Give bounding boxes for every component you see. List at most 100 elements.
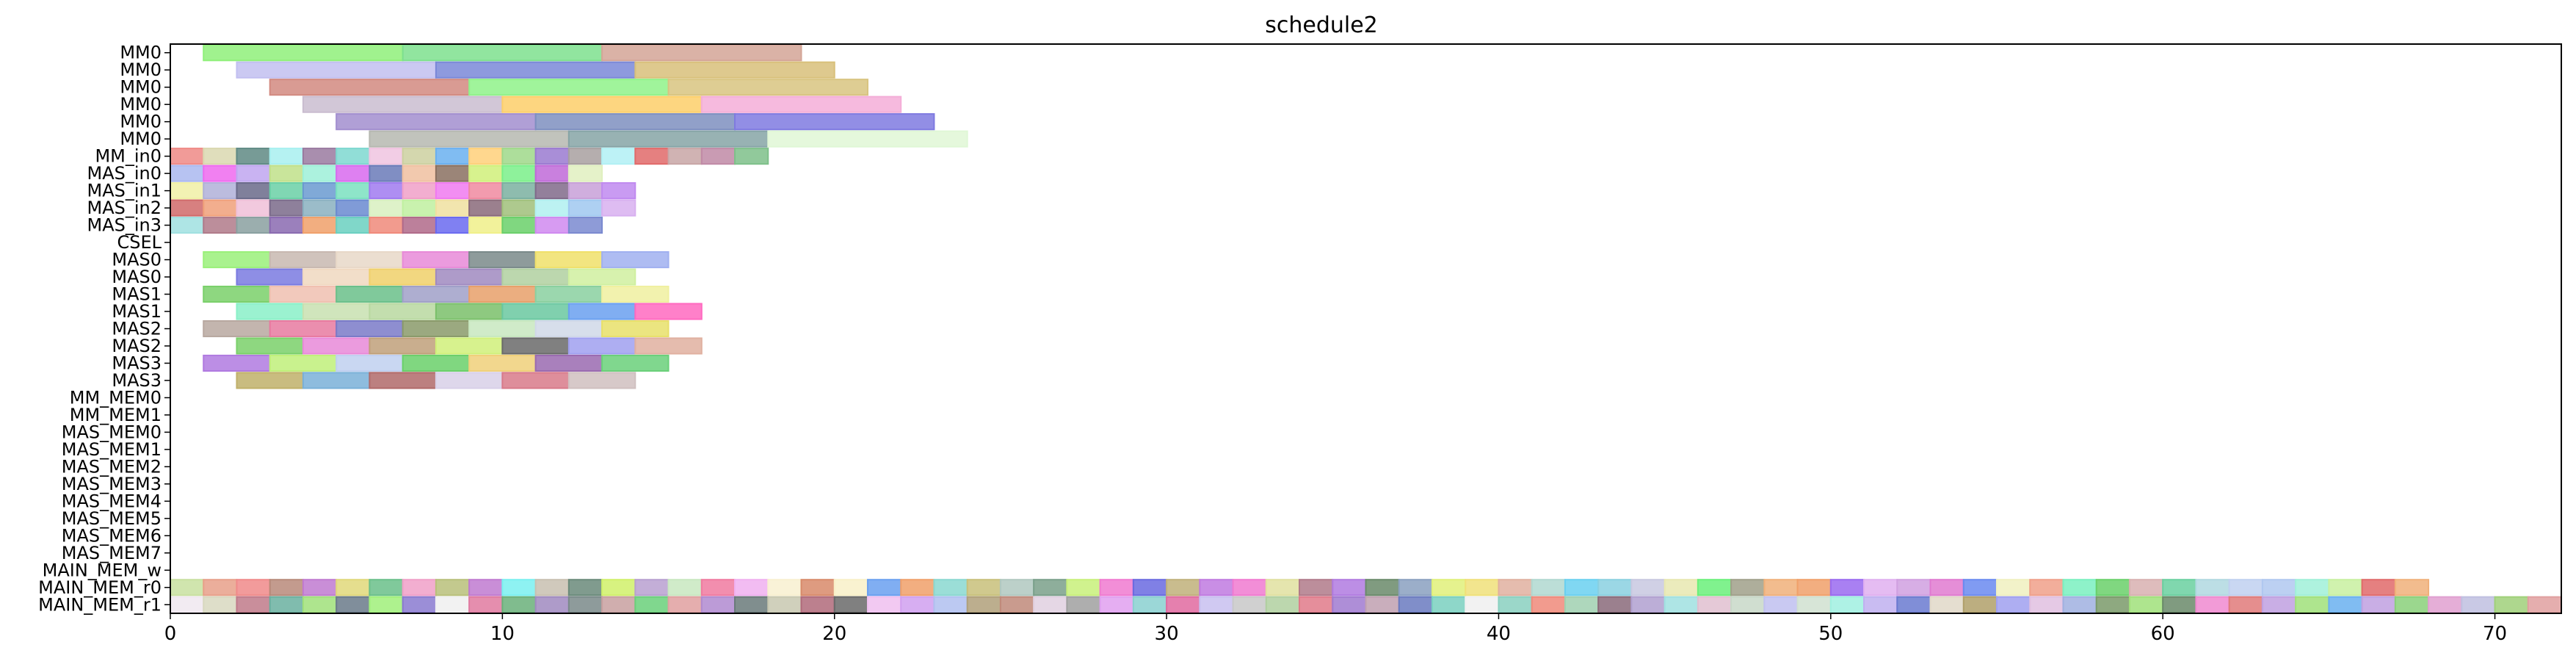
task-bar — [567, 217, 603, 234]
memory-slot-bar — [966, 579, 1001, 596]
task-bar — [601, 44, 802, 62]
task-bar — [567, 182, 603, 200]
memory-slot-bar — [1630, 596, 1666, 613]
x-tick-label: 60 — [2151, 623, 2175, 645]
memory-slot-bar — [369, 596, 404, 613]
memory-slot-bar — [1199, 596, 1234, 613]
task-bar — [236, 148, 271, 165]
task-bar — [601, 354, 670, 372]
task-bar — [501, 165, 537, 182]
task-bar — [468, 79, 670, 96]
row-label: MAS2 — [112, 319, 162, 339]
memory-slot-bar — [1697, 579, 1733, 596]
memory-slot-bar — [2361, 596, 2396, 613]
memory-slot-bar — [1199, 579, 1234, 596]
memory-slot-bar — [1431, 579, 1467, 596]
task-bar — [269, 182, 304, 200]
memory-slot-bar — [2062, 579, 2097, 596]
task-bar — [468, 320, 537, 338]
task-bar — [700, 95, 902, 113]
memory-slot-bar — [667, 596, 703, 613]
memory-slot-bar — [700, 596, 736, 613]
task-bar — [402, 250, 471, 269]
task-bar — [435, 268, 504, 286]
memory-slot-bar — [1132, 579, 1168, 596]
task-bar — [402, 320, 471, 338]
task-bar — [734, 113, 935, 131]
task-bar — [203, 148, 238, 165]
memory-slot-bar — [1066, 579, 1101, 596]
memory-slot-bar — [734, 579, 769, 596]
task-bar — [601, 182, 636, 200]
memory-slot-bar — [402, 579, 437, 596]
memory-slot-bar — [1498, 579, 1533, 596]
row-label: MAS1 — [112, 284, 162, 305]
task-bar — [269, 199, 304, 217]
task-bar — [269, 320, 338, 338]
memory-slot-bar — [269, 596, 304, 613]
memory-slot-bar — [2494, 596, 2529, 613]
task-bar — [335, 250, 404, 269]
task-bar — [203, 354, 271, 372]
row-label: MAIN_MEM_r0 — [38, 577, 162, 598]
memory-slot-bar — [1763, 596, 1799, 613]
task-bar — [534, 320, 603, 338]
memory-slot-bar — [1962, 596, 1998, 613]
memory-slot-bar — [2295, 596, 2330, 613]
task-bar — [369, 217, 404, 234]
task-bar — [302, 165, 338, 182]
memory-slot-bar — [435, 579, 471, 596]
memory-slot-bar — [1066, 596, 1101, 613]
task-bar — [170, 217, 205, 234]
memory-slot-bar — [1265, 596, 1301, 613]
task-bar — [501, 182, 537, 200]
memory-slot-bar — [468, 579, 504, 596]
memory-slot-bar — [1896, 596, 1931, 613]
task-bar — [269, 148, 304, 165]
task-bar — [203, 217, 238, 234]
task-bar — [302, 199, 338, 217]
task-bar — [369, 303, 437, 320]
memory-slot-bar — [302, 579, 338, 596]
row-label: MAIN_MEM_w — [43, 560, 162, 580]
row-label: MM0 — [120, 112, 162, 132]
memory-slot-bar — [1099, 596, 1134, 613]
task-bar — [667, 148, 703, 165]
task-bar — [236, 268, 304, 286]
memory-slot-bar — [1132, 596, 1168, 613]
task-bar — [236, 303, 304, 320]
memory-slot-bar — [2095, 579, 2130, 596]
memory-slot-bar — [170, 596, 205, 613]
row-label: CSEL — [117, 232, 162, 253]
task-bar — [601, 199, 636, 217]
memory-slot-bar — [933, 579, 968, 596]
task-bar — [435, 61, 636, 79]
x-tick-label: 40 — [1487, 623, 1511, 645]
task-bar — [369, 268, 437, 286]
memory-slot-bar — [1531, 579, 1566, 596]
memory-slot-bar — [2095, 596, 2130, 613]
memory-slot-bar — [1033, 596, 1068, 613]
memory-slot-bar — [601, 596, 636, 613]
task-bar — [335, 165, 371, 182]
task-bar — [335, 354, 404, 372]
memory-slot-bar — [1796, 596, 1832, 613]
memory-slot-bar — [1299, 596, 1334, 613]
task-bar — [236, 182, 271, 200]
row-label: MAS2 — [112, 336, 162, 356]
memory-slot-bar — [933, 596, 968, 613]
memory-slot-bar — [999, 579, 1035, 596]
task-bar — [402, 285, 471, 303]
memory-slot-bar — [1531, 596, 1566, 613]
plot-frame — [170, 43, 2562, 614]
task-bar — [302, 303, 371, 320]
task-bar — [501, 95, 703, 113]
memory-slot-bar — [1597, 579, 1633, 596]
task-bar — [203, 285, 271, 303]
memory-slot-bar — [170, 579, 205, 596]
memory-slot-bar — [2162, 596, 2197, 613]
task-bar — [302, 337, 371, 355]
memory-slot-bar — [1398, 596, 1433, 613]
task-bar — [402, 44, 603, 62]
